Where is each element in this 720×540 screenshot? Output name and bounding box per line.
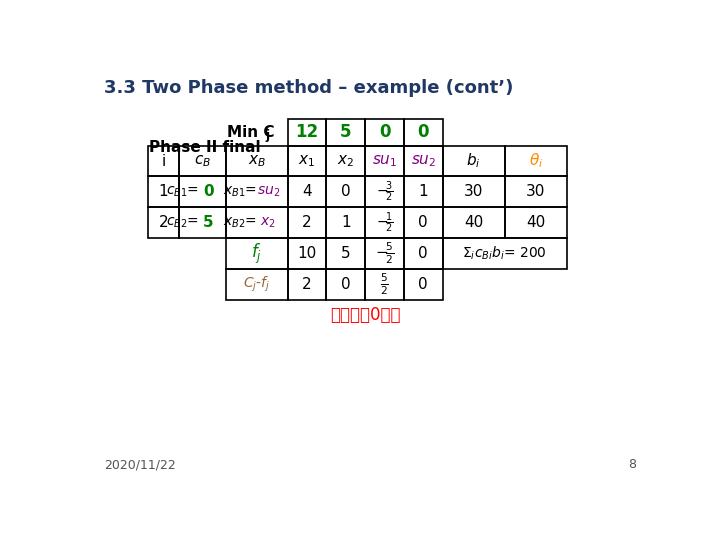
Text: 30: 30: [526, 184, 545, 199]
Text: 30: 30: [464, 184, 483, 199]
Bar: [179, 177, 225, 207]
Text: 8: 8: [629, 458, 636, 471]
Text: $x_B$: $x_B$: [248, 153, 266, 169]
Text: 1: 1: [159, 184, 168, 199]
Bar: [225, 238, 287, 269]
Bar: [404, 146, 443, 177]
Text: 40: 40: [526, 215, 545, 230]
Bar: [365, 119, 404, 146]
Text: 12: 12: [295, 123, 318, 141]
Text: 4: 4: [302, 184, 312, 199]
Text: j: j: [266, 129, 270, 142]
Text: $su_2$: $su_2$: [410, 153, 436, 169]
Text: $-\!\frac{3}{2}$: $-\!\frac{3}{2}$: [376, 180, 393, 204]
Bar: [326, 146, 365, 177]
Text: $su_1$: $su_1$: [372, 153, 397, 169]
Text: 1: 1: [341, 215, 351, 230]
Bar: [443, 207, 505, 238]
Text: 0: 0: [418, 123, 429, 141]
Text: 0: 0: [418, 246, 428, 261]
Text: 2020/11/22: 2020/11/22: [104, 458, 176, 471]
Bar: [365, 269, 404, 300]
Text: $x_1$: $x_1$: [298, 153, 315, 169]
Bar: [148, 146, 179, 177]
Bar: [443, 146, 505, 177]
Text: Phase II final: Phase II final: [149, 140, 261, 155]
Text: i: i: [161, 153, 166, 168]
Bar: [326, 119, 365, 146]
Text: $x_2$: $x_2$: [337, 153, 354, 169]
Bar: [404, 207, 443, 238]
Text: $x_2$: $x_2$: [260, 215, 275, 230]
Bar: [148, 177, 179, 207]
Text: 0: 0: [379, 123, 390, 141]
Bar: [443, 238, 567, 269]
Bar: [287, 269, 326, 300]
Text: 5: 5: [203, 215, 214, 230]
Text: 10: 10: [297, 246, 317, 261]
Text: 0: 0: [341, 184, 351, 199]
Bar: [505, 177, 567, 207]
Bar: [365, 146, 404, 177]
Text: $x_{B1}$=: $x_{B1}$=: [222, 185, 256, 199]
Bar: [404, 119, 443, 146]
Bar: [404, 238, 443, 269]
Text: $\frac{5}{2}$: $\frac{5}{2}$: [380, 272, 389, 297]
Text: 0: 0: [418, 215, 428, 230]
Bar: [225, 146, 287, 177]
Bar: [505, 146, 567, 177]
Text: $c_{B1}$=: $c_{B1}$=: [166, 185, 200, 199]
Bar: [287, 238, 326, 269]
Bar: [287, 119, 326, 146]
Text: 2: 2: [159, 215, 168, 230]
Text: $f_j$: $f_j$: [251, 241, 262, 266]
Bar: [365, 238, 404, 269]
Bar: [365, 207, 404, 238]
Text: $C_j$-$f_j$: $C_j$-$f_j$: [243, 275, 270, 294]
Bar: [225, 207, 287, 238]
Text: $c_B$: $c_B$: [194, 153, 211, 169]
Bar: [365, 177, 404, 207]
Text: 0: 0: [203, 184, 214, 199]
Text: $x_{B2}$=: $x_{B2}$=: [222, 215, 256, 230]
Text: 5: 5: [341, 246, 351, 261]
Bar: [326, 207, 365, 238]
Bar: [179, 146, 225, 177]
Bar: [287, 207, 326, 238]
Bar: [225, 177, 287, 207]
Text: 2: 2: [302, 276, 312, 292]
Bar: [326, 269, 365, 300]
Text: $\Sigma_i c_{Bi}b_i$= 200: $\Sigma_i c_{Bi}b_i$= 200: [462, 245, 547, 262]
Text: 40: 40: [464, 215, 483, 230]
Bar: [443, 177, 505, 207]
Text: $-\!\frac{1}{2}$: $-\!\frac{1}{2}$: [376, 211, 393, 235]
Text: $su_2$: $su_2$: [258, 185, 281, 199]
Text: 2: 2: [302, 215, 312, 230]
Bar: [505, 207, 567, 238]
Text: 沒有小於0的値: 沒有小於0的値: [330, 306, 400, 324]
Text: Min C: Min C: [228, 125, 274, 140]
Bar: [225, 269, 287, 300]
Bar: [326, 177, 365, 207]
Text: $\theta_i$: $\theta_i$: [528, 152, 543, 171]
Text: 0: 0: [418, 276, 428, 292]
Text: $b_i$: $b_i$: [467, 152, 481, 171]
Text: $c_{B2}$=: $c_{B2}$=: [166, 215, 200, 230]
Text: 1: 1: [418, 184, 428, 199]
Bar: [404, 269, 443, 300]
Bar: [287, 177, 326, 207]
Bar: [326, 238, 365, 269]
Bar: [148, 207, 179, 238]
Bar: [179, 207, 225, 238]
Bar: [287, 146, 326, 177]
Text: 0: 0: [341, 276, 351, 292]
Text: 3.3 Two Phase method – example (cont’): 3.3 Two Phase method – example (cont’): [104, 79, 513, 97]
Text: 5: 5: [340, 123, 351, 141]
Bar: [404, 177, 443, 207]
Text: $-\!\frac{5}{2}$: $-\!\frac{5}{2}$: [375, 241, 394, 266]
